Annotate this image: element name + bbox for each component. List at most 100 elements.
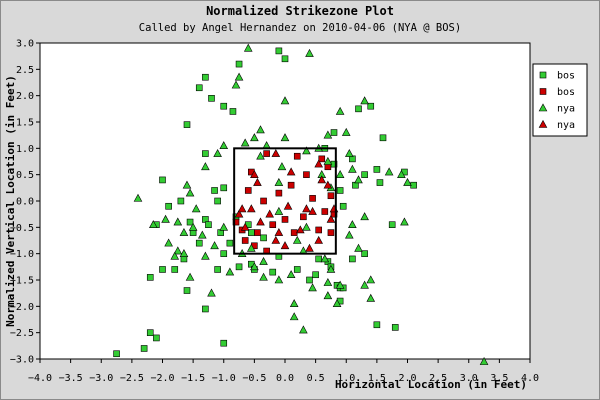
pitch-point-bos-square xyxy=(214,197,221,205)
pitch-point-nya-triangle xyxy=(170,251,180,260)
pitch-point-nya-triangle xyxy=(366,293,376,302)
y-tick-label: 1.0 xyxy=(16,144,34,155)
pitch-point-nya-triangle xyxy=(207,288,216,297)
pitch-point-nya-triangle xyxy=(237,204,247,213)
pitch-point-bos-square xyxy=(159,176,166,184)
pitch-point-bos-square xyxy=(195,239,203,247)
pitch-point-nya-triangle xyxy=(256,151,265,160)
x-tick-label: −1.5 xyxy=(181,373,205,384)
pitch-point-bos-square xyxy=(202,150,209,157)
pitch-point-nya-triangle xyxy=(302,222,311,231)
pitch-point-bos-square xyxy=(321,208,329,215)
pitch-point-nya-triangle xyxy=(317,175,327,184)
y-tick-label: −1.0 xyxy=(10,249,34,260)
x-axis-ticks: −4.0 −3.5 −3.0 −2.5 −2.0 −1.5 −1.0 −0.5 0.0 0.5 1.… xyxy=(28,359,539,384)
x-tick-label: 0.5 xyxy=(307,373,325,384)
pitch-point-bos-square xyxy=(275,189,283,197)
pitch-point-bos-square xyxy=(214,266,221,273)
pitch-point-nya-triangle xyxy=(250,133,259,142)
pitch-point-bos-square xyxy=(159,266,166,273)
pitch-point-nya-triangle xyxy=(274,227,284,236)
legend-marker-nya xyxy=(538,103,548,112)
pitch-point-nya-triangle xyxy=(286,167,296,176)
y-axis-label: Normalized Vertical Location (in Feet) xyxy=(4,75,17,327)
legend-label-bos: bos xyxy=(557,71,575,82)
pitch-point-nya-triangle xyxy=(397,170,406,178)
pitch-point-bos-square xyxy=(140,345,148,352)
pitch-point-nya-triangle xyxy=(335,106,345,115)
pitch-point-nya-triangle xyxy=(335,170,345,178)
pitch-point-bos-square xyxy=(226,239,234,247)
pitch-point-bos-square xyxy=(220,250,228,257)
x-tick-label: −0.5 xyxy=(242,373,266,384)
pitch-point-nya-triangle xyxy=(247,204,256,213)
pitch-point-bos-square xyxy=(309,195,316,202)
pitch-point-nya-triangle xyxy=(274,177,284,186)
legend-marker-bos xyxy=(539,71,547,79)
legend-label-bos: bos xyxy=(557,87,575,98)
legend-marker-bos xyxy=(539,88,547,95)
x-tick-label: 3.0 xyxy=(460,373,478,384)
pitch-point-nya-triangle xyxy=(271,148,281,157)
pitch-point-nya-triangle xyxy=(326,214,336,223)
pitch-point-bos-square xyxy=(330,129,338,136)
pitch-point-nya-triangle xyxy=(403,177,412,186)
pitch-point-bos-square xyxy=(367,102,375,110)
pitch-point-nya-triangle xyxy=(283,201,293,210)
strike-zone-box xyxy=(233,147,337,255)
pitch-point-nya-triangle xyxy=(274,206,284,215)
pitch-point-bos-square xyxy=(306,276,313,284)
pitch-point-nya-triangle xyxy=(280,133,290,142)
pitch-point-bos-square xyxy=(373,321,381,329)
pitch-point-nya-triangle xyxy=(133,193,143,202)
pitch-point-bos-square xyxy=(165,202,172,210)
pitch-point-nya-triangle xyxy=(348,220,357,228)
pitch-point-nya-triangle xyxy=(250,262,259,271)
x-tick-label: −4.0 xyxy=(28,373,52,384)
pitch-point-bos-square xyxy=(290,229,298,236)
x-tick-label: 1.0 xyxy=(337,373,355,384)
pitch-point-nya-triangle xyxy=(360,212,369,221)
pitch-point-bos-square xyxy=(336,187,344,194)
pitch-point-nya-triangle xyxy=(345,230,354,239)
pitch-point-nya-triangle xyxy=(302,204,311,213)
pitch-point-nya-triangle xyxy=(360,280,369,289)
x-tick-label: −1.0 xyxy=(212,373,236,384)
pitch-point-nya-triangle xyxy=(400,217,409,226)
pitch-point-nya-triangle xyxy=(323,278,333,286)
pitch-point-nya-triangle xyxy=(259,272,268,281)
pitch-point-nya-triangle xyxy=(201,251,210,260)
pitch-point-nya-triangle xyxy=(240,222,250,231)
pitch-point-nya-triangle xyxy=(314,159,323,168)
pitch-point-bos-square xyxy=(171,266,179,273)
pitch-point-nya-triangle xyxy=(179,249,189,257)
pitch-point-nya-triangle xyxy=(240,138,250,147)
x-tick-label: 2.0 xyxy=(398,373,416,384)
pitch-point-bos-square xyxy=(260,234,267,242)
pitch-point-bos-square xyxy=(205,221,212,228)
pitch-point-nya-triangle xyxy=(479,357,489,365)
pitch-point-bos-square xyxy=(361,250,368,257)
pitch-point-bos-square xyxy=(410,181,417,189)
pitch-point-nya-triangle xyxy=(149,220,158,228)
pitch-point-nya-triangle xyxy=(256,125,265,134)
x-tick-label: 0.0 xyxy=(276,373,294,384)
pitch-point-nya-triangle xyxy=(198,230,207,239)
y-tick-label: −0.5 xyxy=(10,223,34,234)
pitch-point-nya-triangle xyxy=(191,204,201,213)
pitch-point-nya-triangle xyxy=(173,246,183,255)
pitch-point-nya-triangle xyxy=(345,148,354,157)
pitch-point-nya-triangle xyxy=(323,156,333,165)
pitch-point-nya-triangle xyxy=(188,222,198,231)
pitch-point-bos-square xyxy=(318,155,326,163)
pitch-point-nya-triangle xyxy=(277,162,287,171)
pitch-point-nya-triangle xyxy=(314,235,323,244)
pitch-point-bos-square xyxy=(146,274,154,281)
pitch-point-nya-triangle xyxy=(164,238,173,247)
y-tick-label: 2.5 xyxy=(16,65,34,76)
pitch-point-bos-square xyxy=(339,202,347,210)
pitch-point-bos-square xyxy=(220,339,228,347)
x-tick-label: 1.5 xyxy=(368,373,386,384)
pitch-point-nya-triangle xyxy=(366,275,376,284)
pitch-point-nya-triangle xyxy=(274,275,284,284)
